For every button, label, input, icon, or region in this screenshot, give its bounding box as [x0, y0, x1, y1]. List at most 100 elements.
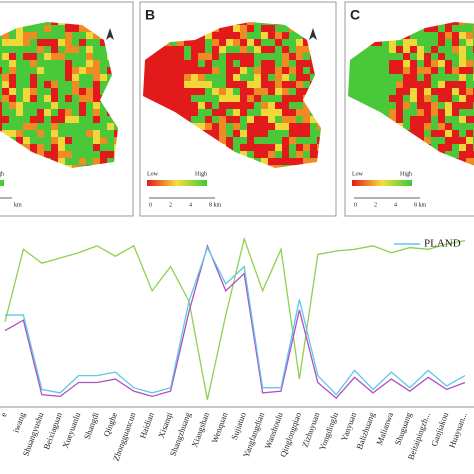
map [0, 22, 128, 168]
map-cell [121, 88, 128, 95]
map-cell [417, 116, 424, 123]
map-cell [348, 137, 354, 144]
map-cell [198, 130, 205, 137]
map-cell [466, 123, 473, 130]
map-cell [107, 116, 114, 123]
map-cell [368, 46, 375, 53]
x-tick-label: Wenquan [209, 410, 230, 444]
panel-label: C [350, 7, 360, 23]
map-cell [198, 102, 205, 109]
map-cell [361, 158, 368, 165]
map-cell [114, 22, 118, 25]
map-cell [37, 144, 44, 151]
map-cell [459, 53, 466, 60]
map-cell [44, 123, 51, 130]
map-cell [219, 151, 226, 158]
map-cell [37, 109, 44, 116]
map-cell [389, 165, 396, 168]
map-cell [184, 116, 191, 123]
map-cell [30, 116, 37, 123]
map-cell [93, 88, 100, 95]
map-cell [403, 88, 410, 95]
map-cell [79, 22, 86, 25]
map-cell [219, 46, 226, 53]
map-cell [324, 81, 331, 88]
map-cell [340, 32, 347, 39]
north-arrow [309, 28, 317, 40]
map-cell [86, 46, 93, 53]
x-tick-label: e [0, 411, 9, 418]
map-cell [198, 95, 205, 102]
map-cell [389, 25, 396, 32]
map-cell [431, 22, 438, 25]
map-cell [375, 165, 382, 168]
map-cell [114, 81, 118, 88]
map-cell [149, 151, 156, 158]
map-cell [51, 165, 58, 168]
map-cell [198, 39, 205, 46]
map-cell [254, 102, 261, 109]
map-cell [86, 116, 93, 123]
map-cell [389, 158, 396, 165]
map-cell [452, 25, 459, 32]
map-cell [354, 81, 361, 88]
map-cell [354, 88, 361, 95]
map-cell [466, 158, 473, 165]
map-cell [226, 123, 233, 130]
map-cell [9, 123, 16, 130]
map-cell [310, 67, 317, 74]
map-cell [340, 25, 347, 32]
map-cell [2, 102, 9, 109]
map-cell [2, 130, 9, 137]
map-cell [438, 46, 445, 53]
map-cell [86, 39, 93, 46]
map-cell [212, 39, 219, 46]
map-cell [205, 32, 212, 39]
map-cell [382, 144, 389, 151]
map-cell [121, 144, 128, 151]
map-cell [396, 95, 403, 102]
map-cell [100, 46, 107, 53]
map-cell [121, 74, 128, 81]
map-cell [170, 81, 177, 88]
map-cell [275, 22, 282, 25]
map-cell [58, 67, 65, 74]
map-cell [233, 130, 240, 137]
map-cell [121, 116, 128, 123]
map-cell [424, 60, 431, 67]
map-cell [375, 123, 382, 130]
map-cell [93, 46, 100, 53]
map-cell [233, 88, 240, 95]
map-cell [30, 53, 37, 60]
map-cell [445, 74, 452, 81]
map-cell [51, 109, 58, 116]
map-cell [289, 123, 296, 130]
map-cell [354, 102, 361, 109]
map-cell [303, 67, 310, 74]
map-cell [184, 158, 191, 165]
map-cell [459, 32, 466, 39]
map-cell [431, 158, 438, 165]
map-cell [212, 158, 219, 165]
map-cell [184, 144, 191, 151]
map-cell [93, 81, 100, 88]
map-cell [303, 144, 310, 151]
map-cell [177, 81, 184, 88]
map-cell [156, 25, 163, 32]
map-cell [389, 74, 396, 81]
map-cell [100, 74, 107, 81]
panel-label: B [145, 7, 155, 23]
map-cell [431, 88, 438, 95]
map-cell [107, 60, 114, 67]
map-cell [16, 32, 23, 39]
map-cell [403, 67, 410, 74]
map-cell [389, 109, 396, 116]
map-cell [0, 32, 2, 39]
map-cell [219, 88, 226, 95]
map-cell [296, 116, 303, 123]
map-cell [79, 95, 86, 102]
map-cell [16, 74, 23, 81]
map-cell [410, 32, 417, 39]
map-cell [212, 137, 219, 144]
map-cell [58, 102, 65, 109]
